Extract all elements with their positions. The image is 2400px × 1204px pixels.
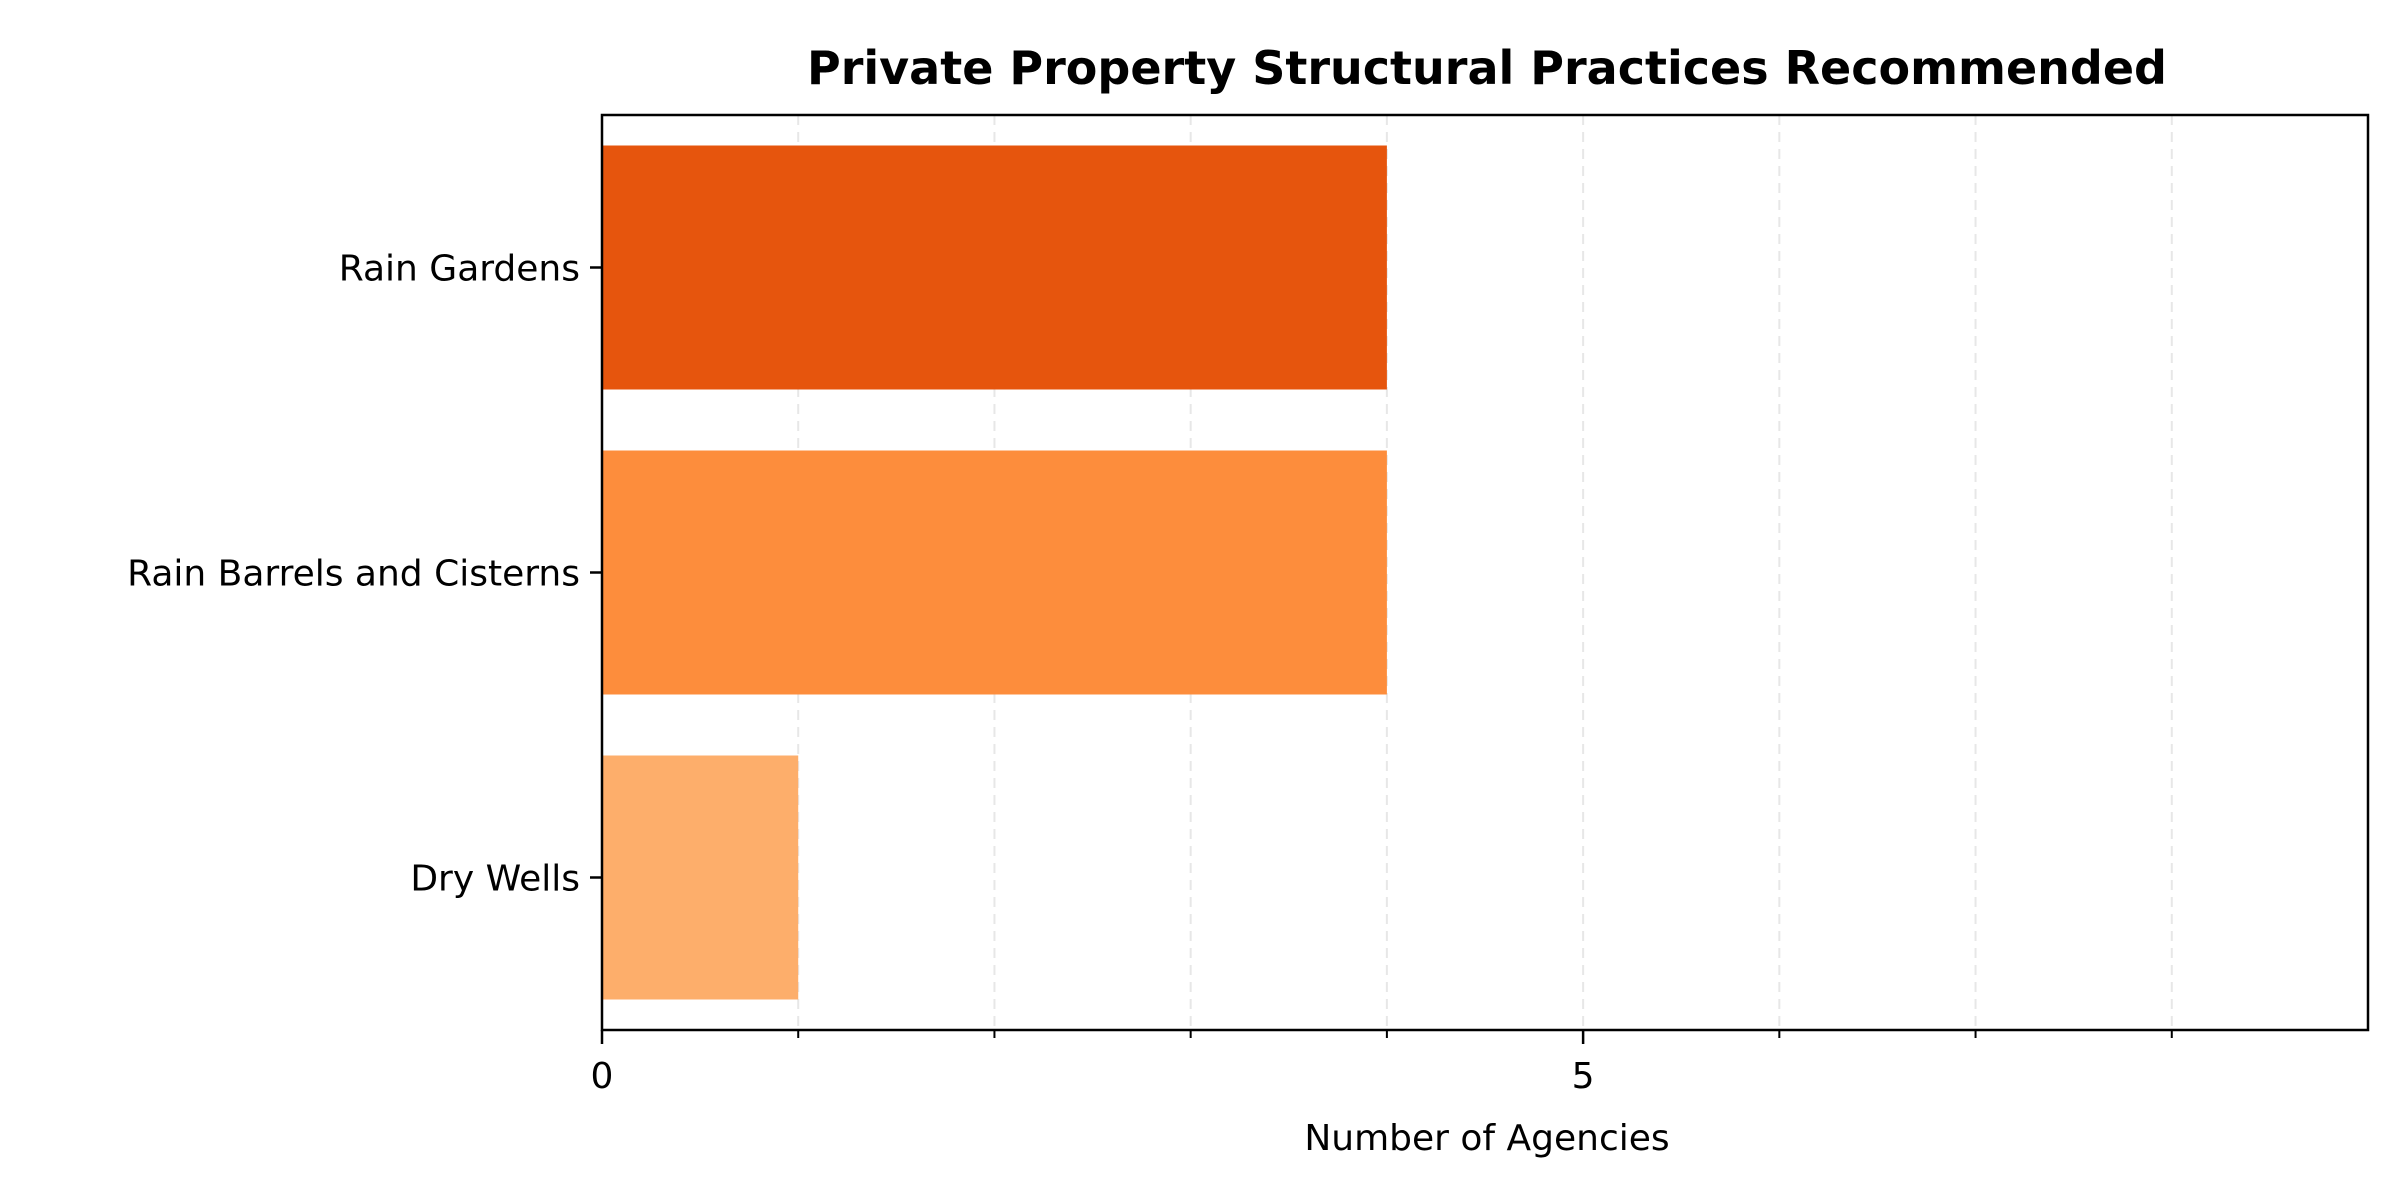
bars	[602, 145, 1387, 1000]
y-tick-label: Dry Wells	[410, 859, 580, 900]
bar	[602, 145, 1387, 390]
x-axis-label: Number of Agencies	[1304, 1118, 1669, 1159]
chart-title: Private Property Structural Practices Re…	[807, 41, 2167, 95]
axes: Rain Gardens Rain Barrels and Cisterns Dry…	[127, 113, 2370, 1097]
y-tick-label: Rain Gardens	[339, 249, 580, 290]
bar	[602, 450, 1387, 695]
x-tick-label: 5	[1572, 1056, 1595, 1097]
bar	[602, 755, 799, 1000]
x-tick-label: 0	[591, 1056, 614, 1097]
y-tick-label: Rain Barrels and Cisterns	[127, 554, 580, 595]
plot-frame	[600, 113, 2370, 1032]
